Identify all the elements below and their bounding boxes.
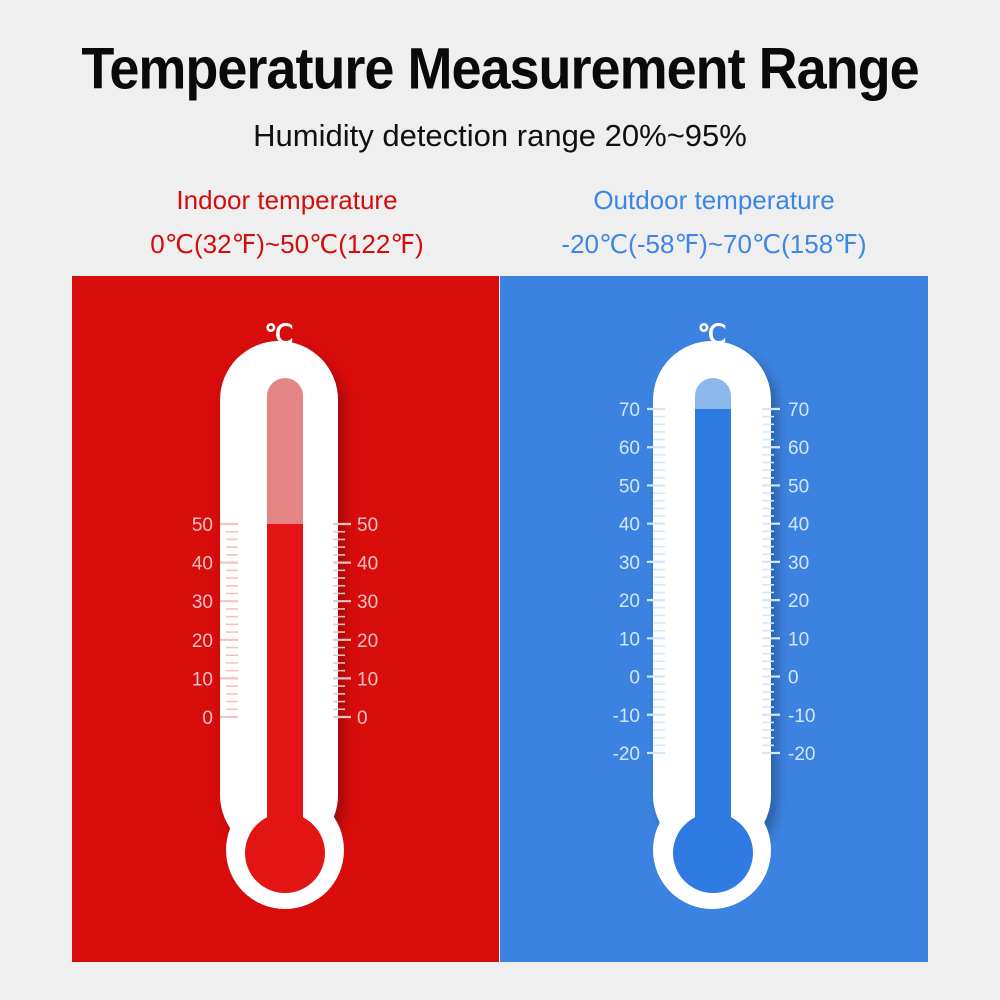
indoor-left-tick-label: 20 [192, 631, 213, 652]
indoor-left-tick-label: 10 [192, 669, 213, 690]
indoor-left-tick-label: 0 [202, 708, 213, 729]
outdoor-left-tick-label: 40 [619, 515, 640, 536]
outdoor-right-tick-label: 0 [788, 668, 799, 689]
outdoor-right-tick-label: 60 [788, 438, 809, 459]
indoor-left-tick-label: 40 [192, 554, 213, 575]
indoor-right-tick-label: 30 [357, 592, 378, 613]
outdoor-left-tick-label: -20 [613, 744, 640, 765]
outdoor-right-tick-label: 40 [788, 515, 809, 536]
outdoor-left-tick-label: 20 [619, 591, 640, 612]
page-title: Temperature Measurement Range [81, 36, 919, 102]
indoor-left-tick-label: 50 [192, 515, 213, 536]
outdoor-right-tick-label: 10 [788, 629, 809, 650]
outdoor-liquid-bulb [673, 813, 753, 893]
indoor-liquid-bulb [245, 813, 325, 893]
outdoor-thermometer [653, 341, 771, 909]
outdoor-left-tick-label: 30 [619, 553, 640, 574]
humidity-range-subtitle: Humidity detection range 20%~95% [253, 118, 747, 153]
outdoor-left-tick-label: 10 [619, 629, 640, 650]
indoor-right-tick-label: 40 [357, 554, 378, 575]
outdoor-left-tick-label: 60 [619, 438, 640, 459]
indoor-thermometer [220, 341, 344, 909]
outdoor-right-tick-label: 70 [788, 400, 809, 421]
indoor-label-block: Indoor temperature 0℃(32℉)~50℃(122℉) [67, 178, 507, 266]
outdoor-heading: Outdoor temperature [593, 185, 835, 215]
indoor-left-tick-label: 30 [192, 592, 213, 613]
outdoor-range-text: -20℃(-58℉)~70℃(158℉) [561, 229, 867, 259]
outdoor-right-tick-label: 50 [788, 476, 809, 497]
indoor-liquid-column [267, 524, 303, 830]
outdoor-scale-right: 70 60 50 40 30 20 10 0 -10 -20 [762, 400, 815, 765]
outdoor-left-tick-label: 50 [619, 476, 640, 497]
indoor-heading: Indoor temperature [176, 185, 398, 215]
outdoor-label-block: Outdoor temperature -20℃(-58℉)~70℃(158℉) [494, 178, 934, 266]
indoor-scale-right: 50 40 30 20 10 0 [333, 515, 378, 729]
indoor-right-tick-label: 0 [357, 708, 368, 729]
outdoor-left-tick-label: 70 [619, 400, 640, 421]
indoor-right-tick-label: 20 [357, 631, 378, 652]
indoor-scale-left: 50 40 30 20 10 0 [192, 515, 238, 729]
indoor-range-text: 0℃(32℉)~50℃(122℉) [150, 229, 424, 259]
outdoor-right-tick-label: -10 [788, 706, 815, 727]
outdoor-right-tick-label: 30 [788, 553, 809, 574]
outdoor-left-tick-label: 0 [629, 668, 640, 689]
outdoor-left-tick-label: -10 [613, 706, 640, 727]
indoor-right-tick-label: 50 [357, 515, 378, 536]
outdoor-right-tick-label: -20 [788, 744, 815, 765]
outdoor-liquid-column [695, 409, 731, 830]
outdoor-right-tick-label: 20 [788, 591, 809, 612]
indoor-right-tick-label: 10 [357, 669, 378, 690]
outdoor-scale-left: 70 60 50 40 30 20 10 0 -10 -20 [613, 400, 665, 765]
